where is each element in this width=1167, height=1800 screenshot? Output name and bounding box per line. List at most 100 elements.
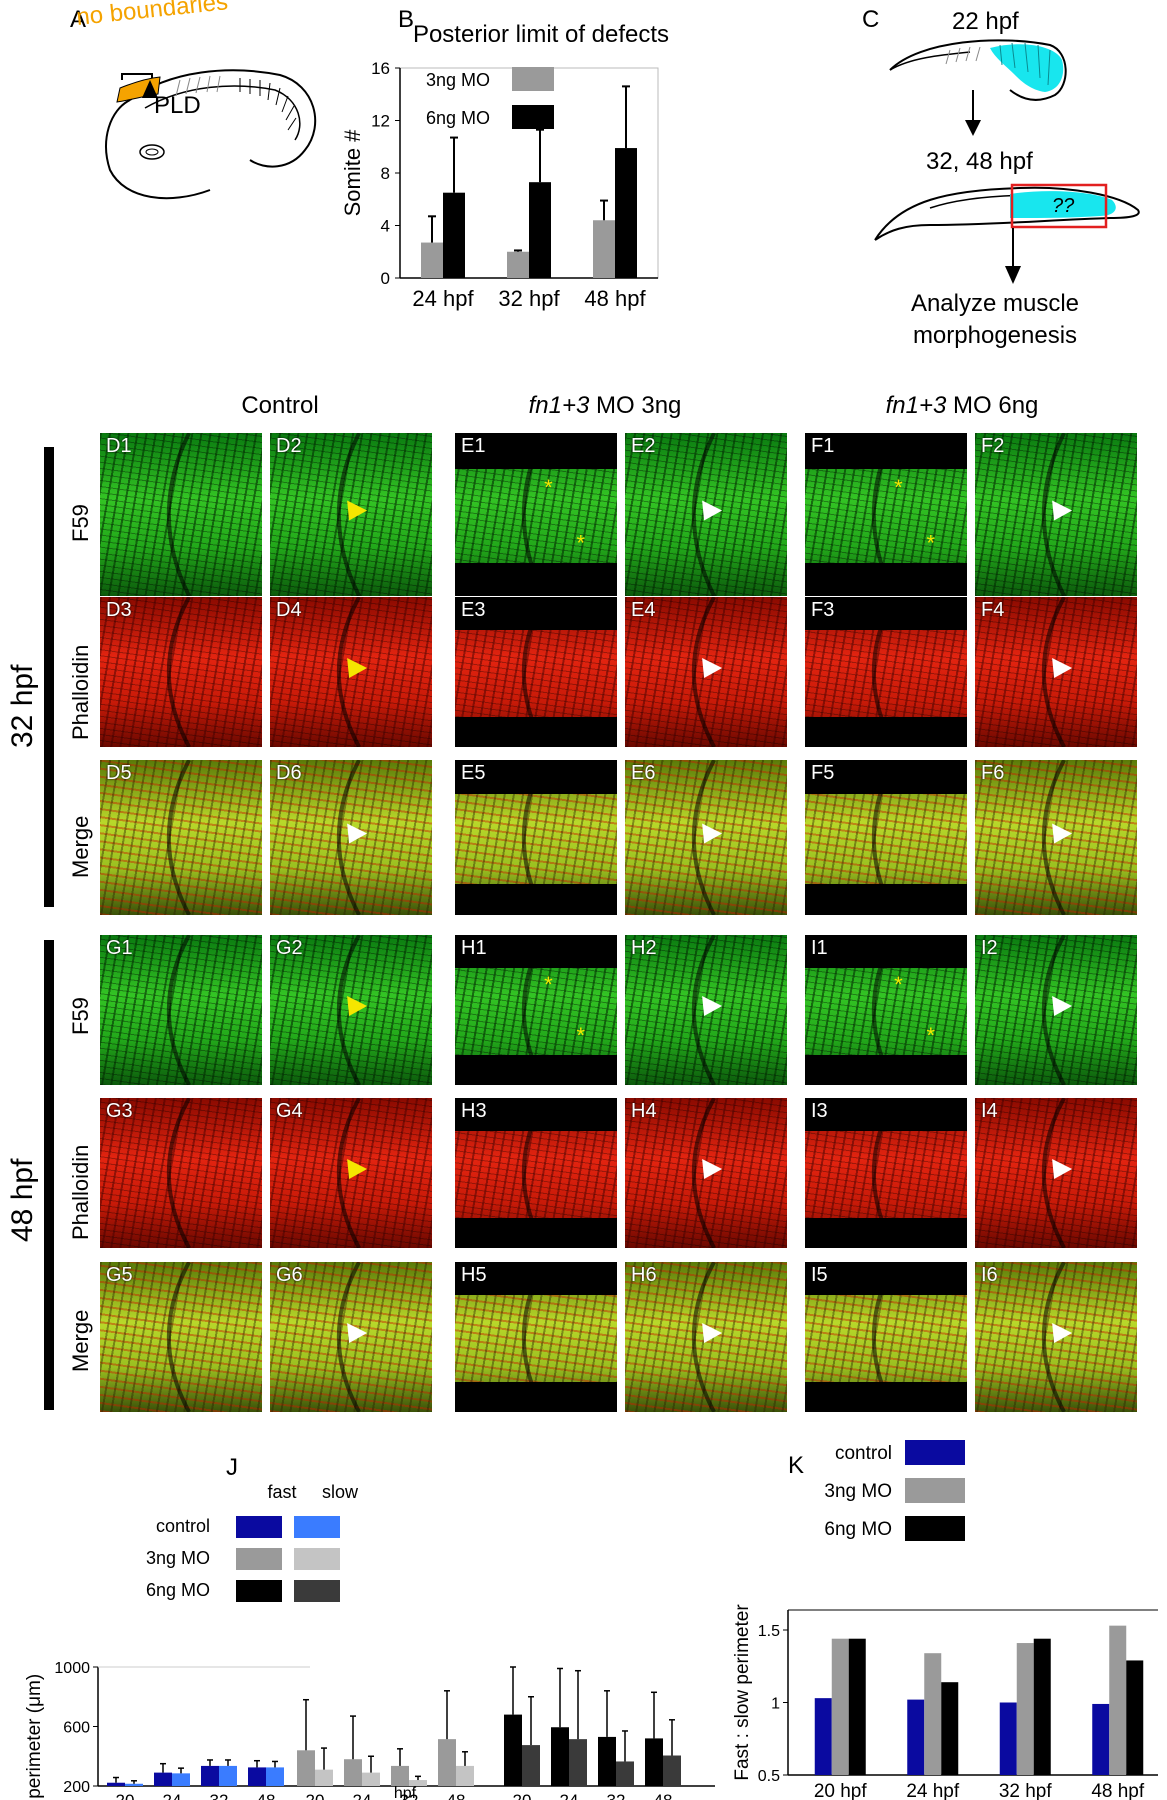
chart-j-category-label: 20 — [116, 1791, 135, 1800]
chart-k-bar — [814, 1698, 832, 1775]
time-32-48hpf: 32, 48 hpf — [926, 148, 1033, 175]
micrograph-label: H5 — [461, 1264, 487, 1286]
micrograph-label: F2 — [981, 435, 1005, 457]
myotome-boundary — [871, 433, 896, 596]
myotome-boundary — [1041, 1098, 1066, 1248]
chart-k-category-label: 20 hpf — [814, 1781, 868, 1800]
micrograph-label: F4 — [981, 599, 1005, 621]
myotome-boundary — [1041, 433, 1066, 596]
chart-b-category-label: 24 hpf — [412, 286, 474, 311]
chart-j-ytick-label: 600 — [63, 1720, 90, 1737]
micrograph-g5: G5 — [100, 1262, 262, 1412]
micrograph-overlay — [521, 597, 546, 747]
chart-b-ytick-label: 8 — [381, 164, 390, 183]
myotome-boundary — [1041, 597, 1066, 747]
micrograph-overlay — [336, 597, 368, 747]
micrograph-i3: I3 — [805, 1098, 967, 1248]
myotome-boundary — [521, 935, 546, 1085]
chart-b-category-label: 32 hpf — [498, 286, 560, 311]
time-22hpf: 22 hpf — [952, 8, 1019, 35]
chart-j-category-label: 32 — [210, 1791, 229, 1800]
micrograph-overlay — [871, 1262, 896, 1412]
asterisk-marker: * — [577, 530, 586, 555]
myotome-boundary — [166, 597, 191, 747]
micrograph-overlay — [871, 760, 896, 915]
panel-label-b: B — [398, 6, 415, 33]
chart-b-ytick-label: 16 — [371, 59, 390, 78]
chart-k-ytick-label: 0.5 — [758, 1768, 780, 1785]
myotome-boundary — [336, 597, 361, 747]
chart-k-legend-label: 3ng MO — [824, 1481, 892, 1502]
chart-j-bar — [504, 1714, 522, 1786]
micrograph-label: D4 — [276, 599, 302, 621]
chart-k-bar — [1092, 1703, 1110, 1775]
micrograph-overlay — [336, 1098, 368, 1248]
chart-j-bar — [663, 1755, 681, 1786]
chart-b-ytick-label: 12 — [371, 112, 390, 131]
micrograph-label: E6 — [631, 762, 656, 784]
chart-b-bar — [615, 148, 637, 278]
micrograph-label: I4 — [981, 1100, 998, 1122]
asterisk-marker: * — [894, 475, 903, 500]
chart-k-bar — [1033, 1638, 1051, 1775]
chart-j-legend-swatch-slow — [294, 1548, 340, 1570]
myotome-boundary — [166, 760, 191, 915]
micrograph-overlay — [1041, 1098, 1073, 1248]
micrograph-overlay — [691, 433, 723, 596]
micrograph-label: G3 — [106, 1100, 133, 1122]
micrograph-overlay — [166, 1262, 191, 1412]
myotome-boundary — [1041, 1262, 1066, 1412]
asterisk-marker: * — [894, 972, 903, 997]
micrograph-d5: D5 — [100, 760, 262, 915]
micrograph-overlay — [166, 935, 191, 1085]
analyze-caption-line1: Analyze muscle — [910, 290, 1080, 317]
timepoint-bar-48 — [44, 940, 54, 1410]
pld-label: PLD — [154, 92, 201, 119]
chart-j-category-label: 48 — [257, 1791, 276, 1800]
chart-j-legend-header: fast — [267, 1482, 296, 1502]
chart-j-bar — [201, 1765, 219, 1786]
chart-j-bar — [551, 1727, 569, 1786]
micrograph-label: H2 — [631, 937, 657, 959]
myotome-boundary — [336, 1262, 361, 1412]
asterisk-marker: * — [927, 1023, 936, 1048]
micrograph-label: I2 — [981, 937, 998, 959]
micrograph-overlay: ** — [521, 433, 586, 596]
arrow-down-1 — [965, 90, 981, 136]
micrograph-d4: D4 — [270, 597, 432, 747]
arrowhead-marker — [702, 996, 723, 1016]
column-header-3ng: fn1+3 MO 3ng — [528, 392, 682, 419]
chart-j-category-label: 48 — [654, 1791, 673, 1800]
micrograph-label: G6 — [276, 1264, 303, 1286]
myotome-boundary — [166, 1262, 191, 1412]
chart-j-category-label: 24 — [163, 1791, 182, 1800]
chart-j-legend-swatch-fast — [236, 1548, 282, 1570]
arrowhead-marker — [702, 500, 723, 521]
micrograph-g1: G1 — [100, 935, 262, 1085]
myotome-boundary — [166, 1098, 191, 1248]
micrograph-overlay: ** — [871, 935, 936, 1085]
arrowhead-marker — [1052, 1159, 1073, 1179]
micrograph-i4: I4 — [975, 1098, 1137, 1248]
micrograph-label: E2 — [631, 435, 656, 457]
embryo-schematic-a — [105, 69, 317, 200]
micrograph-d3: D3 — [100, 597, 262, 747]
chart-k-ytick-label: 1.5 — [758, 1623, 780, 1640]
arrowhead-marker — [347, 500, 368, 521]
micrograph-overlay — [336, 1262, 368, 1412]
chart-k-ytick-label: 1 — [771, 1696, 780, 1713]
panel-label-a: A — [70, 6, 87, 33]
arrow-down-2 — [1005, 228, 1021, 284]
chart-j-bar — [297, 1750, 315, 1786]
micrograph-label: E5 — [461, 762, 486, 784]
micrograph-f1: F1 * * — [805, 433, 967, 596]
chart-j-xlabel: hpf — [394, 1785, 417, 1800]
row-header-32hpf: 32 hpf — [6, 664, 39, 748]
row-label-merge-48: Merge — [68, 1309, 93, 1372]
micrograph-label: I3 — [811, 1100, 828, 1122]
row-label-merge-32: Merge — [68, 815, 93, 878]
micrograph-label: F3 — [811, 599, 835, 621]
micrograph-overlay — [691, 935, 723, 1085]
chart-j-ylabel: Myotome perimeter (μm) — [24, 1674, 45, 1800]
micrograph-overlay — [1041, 935, 1073, 1085]
